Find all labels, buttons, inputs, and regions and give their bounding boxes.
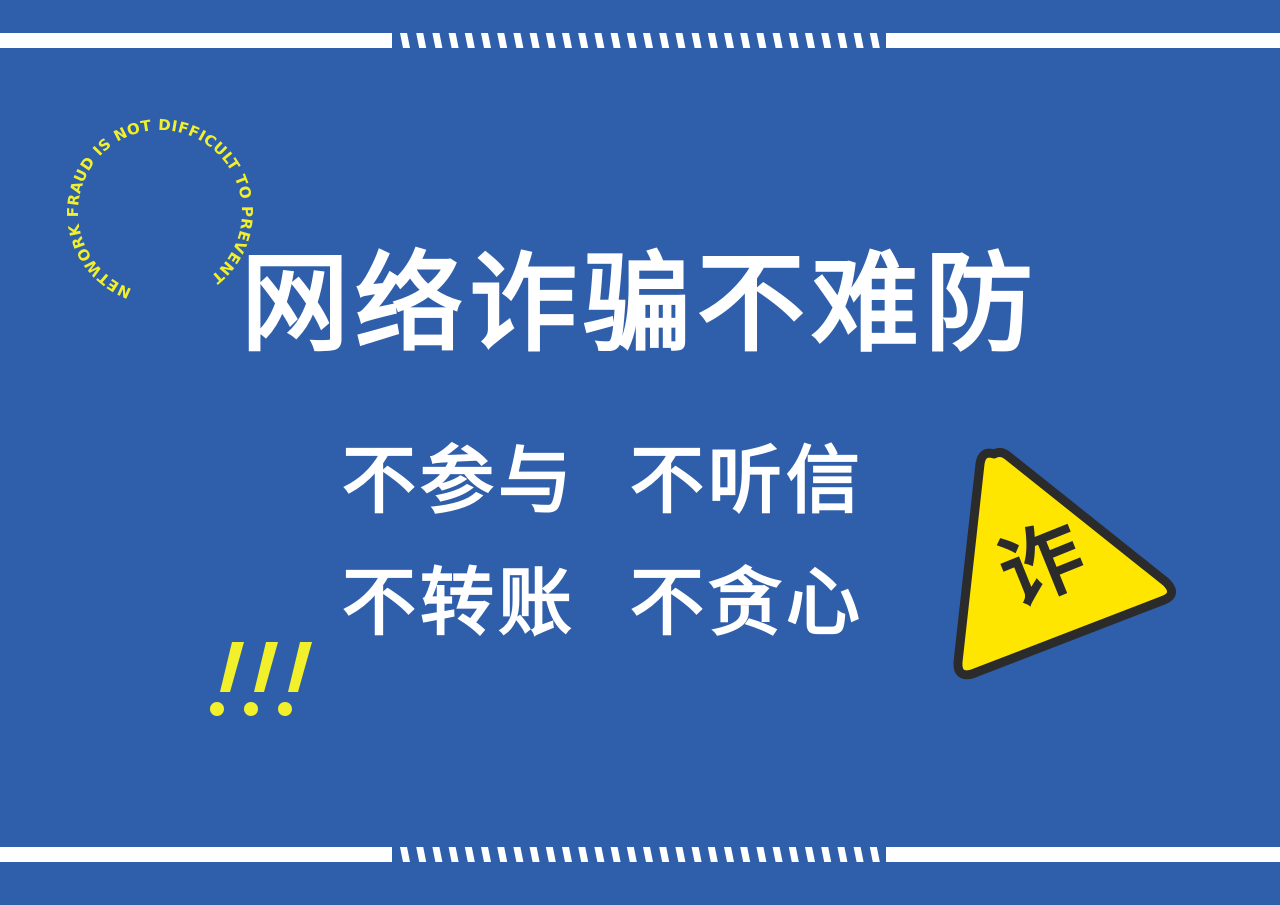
stripe-hatch	[416, 847, 427, 862]
stripe-hatch	[691, 847, 702, 862]
stripe-hatch	[513, 847, 524, 862]
stripe-hatch	[529, 847, 540, 862]
stripe-hatch	[756, 847, 767, 862]
stripe-hatch	[416, 33, 427, 48]
stripe-hatch	[432, 33, 443, 48]
stripe-hatch	[626, 847, 637, 862]
stripe-hatch	[659, 847, 670, 862]
stripe-hatch	[707, 847, 718, 862]
stripe-hatch	[772, 33, 783, 48]
stripe-hatch	[821, 847, 832, 862]
stripe-hatch	[610, 33, 621, 48]
stripe-hatch	[772, 847, 783, 862]
stripe-hatch	[675, 33, 686, 48]
stripe-hatch	[724, 847, 734, 862]
stripe-hatch	[562, 847, 572, 862]
main-title: 网络诈骗不难防	[240, 242, 1039, 367]
circular-slogan: NETWORK FRAUD IS NOT DIFFICULT TO PREVEN…	[37, 89, 284, 336]
stripe-hatch	[805, 33, 815, 48]
stripe-hatch	[400, 33, 410, 48]
slogan-row-1: 不参与 不听信	[342, 436, 962, 526]
stripe-hatch	[788, 847, 799, 862]
stripe-hatch	[497, 33, 508, 48]
stripe-hatch	[740, 33, 751, 48]
stripe-hatch	[707, 33, 718, 48]
stripe-hatch	[724, 33, 734, 48]
stripe-hatch	[675, 847, 686, 862]
slogan-item: 不贪心	[630, 560, 864, 646]
stripe-hatch	[545, 847, 556, 862]
bottom-stripe-band	[0, 847, 1280, 862]
stripe-hatch	[837, 847, 848, 862]
stripe-hatch	[821, 33, 832, 48]
stripe-hatch	[513, 33, 524, 48]
top-stripe-band	[0, 33, 1280, 48]
stripe-hatch	[448, 847, 459, 862]
stripe-hatch	[448, 33, 459, 48]
slogan-item: 不听信	[630, 438, 864, 524]
stripe-hatch	[481, 847, 491, 862]
stripe-hatch	[805, 847, 815, 862]
stripe-hatch	[643, 847, 653, 862]
stripe-hatch	[594, 847, 605, 862]
stripe-hatch	[691, 33, 702, 48]
stripe-hatch	[643, 33, 653, 48]
stripe-hatch	[837, 33, 848, 48]
stripe-hatch	[610, 847, 621, 862]
slogan-row-2: 不转账 不贪心	[342, 558, 962, 648]
stripe-hatch	[545, 33, 556, 48]
stripe-hatch	[659, 33, 670, 48]
stripe-hatch	[481, 33, 491, 48]
stripe-hatch	[740, 847, 751, 862]
stripe-hatch	[756, 33, 767, 48]
stripe-hatch	[400, 847, 410, 862]
stripe-hatch	[853, 33, 864, 48]
stripe-hatch	[869, 847, 880, 862]
stripe-hatch	[594, 33, 605, 48]
stripe-hatch	[562, 33, 572, 48]
stripe-hatch	[464, 33, 475, 48]
stripe-hatch	[529, 33, 540, 48]
slogan-item: 不参与	[342, 438, 576, 524]
stripe-hatch	[432, 847, 443, 862]
exclamation-marks-icon: !!!	[200, 632, 312, 716]
stripe-hatch	[497, 847, 508, 862]
stripe-hatch	[578, 847, 589, 862]
exclamation-text: !!!	[200, 632, 202, 633]
stripe-hatch	[626, 33, 637, 48]
slogan-item: 不转账	[342, 560, 576, 646]
stripe-hatch	[853, 847, 864, 862]
stripe-hatch	[578, 33, 589, 48]
stripe-hatch	[788, 33, 799, 48]
warning-triangle-icon: 诈	[953, 447, 1176, 680]
stripe-hatch	[869, 33, 880, 48]
exclamation-marks	[210, 642, 312, 716]
stripe-hatch	[464, 847, 475, 862]
